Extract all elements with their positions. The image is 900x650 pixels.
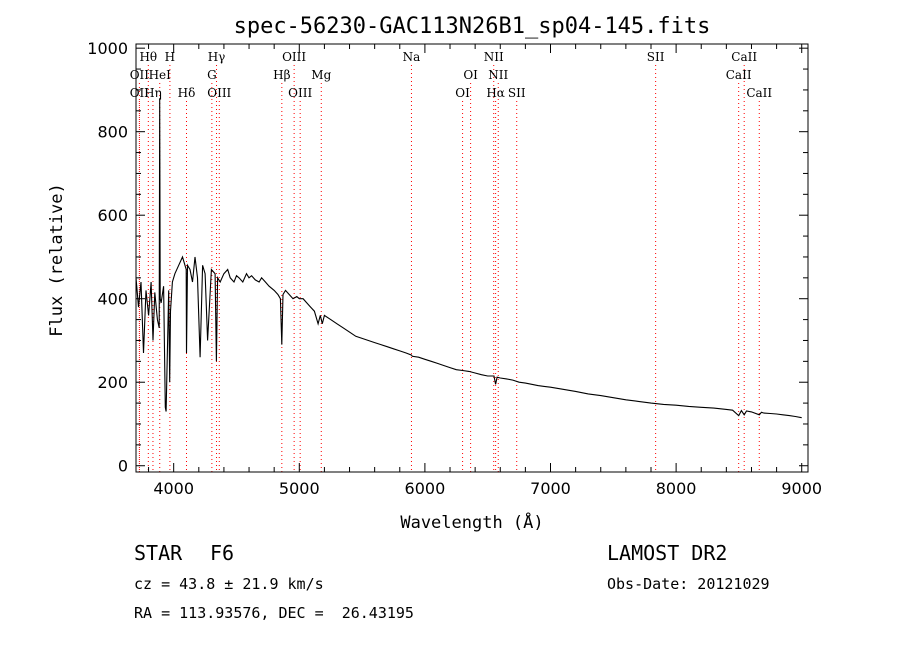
y-axis-label: Flux (relative): [47, 183, 67, 337]
line-label: OIII: [207, 86, 231, 100]
obs-date-text: Obs-Date: 20121029: [607, 575, 770, 593]
x-tick-label: 9000: [781, 479, 822, 498]
chart-title: spec-56230-GAC113N26B1_sp04-145.fits: [234, 14, 711, 39]
line-label: G: [207, 68, 217, 82]
line-label: Hγ: [208, 50, 226, 64]
line-label: Hα: [486, 86, 505, 100]
emission-line-markers: [138, 65, 760, 472]
line-label: SII: [647, 50, 665, 64]
line-label: Hη: [144, 86, 162, 100]
line-label: Mg: [311, 68, 331, 82]
redshift-text: cz = 43.8 ± 21.9 km/s: [134, 575, 324, 593]
y-tick-label: 1000: [87, 39, 128, 58]
line-label: OI: [455, 86, 470, 100]
x-tick-label: 4000: [153, 479, 194, 498]
object-subclass: F6: [210, 541, 235, 565]
line-label: SII: [508, 86, 526, 100]
y-tick-label: 600: [97, 206, 128, 225]
plot-frame: [135, 43, 809, 473]
survey-name: LAMOST DR2: [607, 541, 728, 565]
y-tick-label: 400: [97, 290, 128, 309]
line-label: Na: [403, 50, 421, 64]
line-label: CaII: [726, 68, 752, 82]
y-tick-label: 800: [97, 123, 128, 142]
line-label: Hβ: [273, 68, 290, 82]
line-label: OIII: [282, 50, 306, 64]
line-label: Hθ: [139, 50, 157, 64]
line-label: CaII: [746, 86, 772, 100]
object-class: STAR: [134, 541, 183, 565]
radec-text: RA = 113.93576, DEC = 26.43195: [134, 604, 414, 622]
line-label: HeI: [149, 68, 172, 82]
line-label: OII: [130, 68, 150, 82]
y-tick-label: 0: [118, 457, 128, 476]
line-label: OIII: [288, 86, 312, 100]
line-label: Hδ: [178, 86, 196, 100]
line-label: NII: [484, 50, 504, 64]
line-label: OII: [130, 86, 150, 100]
line-label: CaII: [731, 50, 757, 64]
line-label: OI: [463, 68, 478, 82]
spectrum-line: [135, 98, 802, 419]
axis-ticks: 4000 5000 6000 7000 8000 9000 0 200 400 600 800 100…: [87, 39, 822, 498]
line-label: H: [165, 50, 175, 64]
x-axis-label: Wavelength (Å): [400, 511, 543, 533]
x-tick-label: 6000: [405, 479, 446, 498]
line-label: NII: [488, 68, 508, 82]
x-tick-label: 7000: [530, 479, 571, 498]
y-tick-label: 200: [97, 373, 128, 392]
x-tick-label: 5000: [279, 479, 320, 498]
x-tick-label: 8000: [656, 479, 697, 498]
